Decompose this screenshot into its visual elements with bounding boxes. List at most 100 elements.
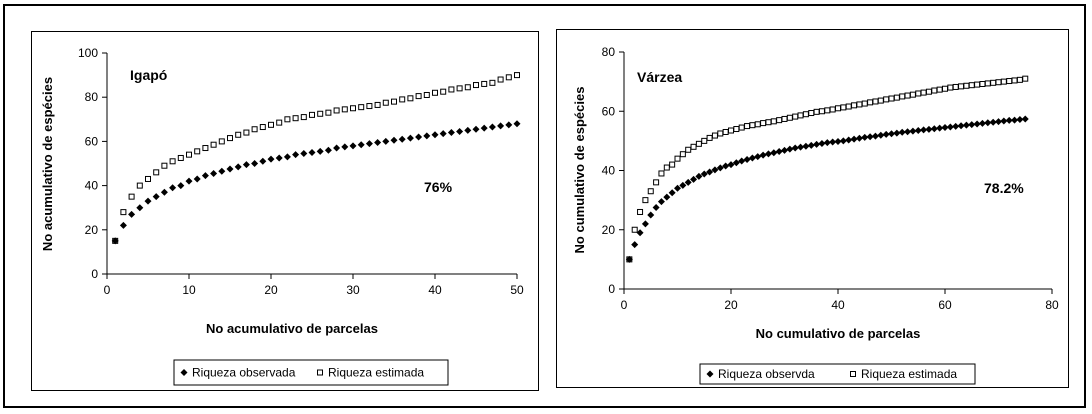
data-point <box>641 220 649 228</box>
panel-label: Várzea <box>637 69 682 85</box>
data-point <box>732 159 740 167</box>
data-point <box>161 162 168 169</box>
data-point <box>480 124 488 132</box>
data-point <box>1016 116 1024 124</box>
data-point <box>797 112 804 119</box>
legend-box <box>699 363 976 385</box>
percent-annotation: 78.2% <box>984 180 1024 196</box>
data-point <box>153 169 160 176</box>
data-point <box>391 98 397 105</box>
data-point <box>958 83 965 90</box>
data-point <box>818 140 826 148</box>
data-point <box>781 115 788 122</box>
data-point <box>968 82 975 89</box>
data-point <box>765 119 772 126</box>
data-point <box>489 79 496 86</box>
data-point <box>759 151 767 159</box>
data-point <box>925 88 932 95</box>
data-point <box>968 121 976 129</box>
data-point <box>341 106 348 113</box>
data-point <box>899 93 906 100</box>
data-point <box>775 148 783 156</box>
legend-marker <box>850 371 856 377</box>
series-observada <box>111 120 521 245</box>
data-point <box>399 96 406 103</box>
data-point <box>995 118 1002 126</box>
data-point <box>242 161 250 169</box>
data-point <box>749 122 756 129</box>
data-point <box>202 145 209 152</box>
data-point <box>1011 77 1018 84</box>
data-point <box>366 103 373 110</box>
data-point <box>893 94 900 101</box>
data-point <box>695 140 702 147</box>
data-point <box>276 119 283 126</box>
data-point <box>1000 78 1007 85</box>
data-point <box>711 132 718 139</box>
data-point <box>861 100 868 107</box>
data-point <box>942 85 948 92</box>
data-point <box>882 130 890 138</box>
data-point <box>909 91 916 98</box>
data-point <box>711 166 719 174</box>
data-point <box>227 135 233 142</box>
x-tick-label: 40 <box>831 298 845 312</box>
data-point <box>358 104 365 111</box>
data-point <box>308 148 316 156</box>
x-tick-label: 80 <box>1045 298 1059 312</box>
data-point <box>324 146 332 154</box>
data-point <box>663 193 671 201</box>
data-point <box>406 134 414 142</box>
data-point <box>652 204 660 212</box>
data-point <box>861 133 869 141</box>
data-point <box>505 121 513 129</box>
data-point <box>984 119 992 127</box>
y-axis-title: No acumulativo de espécies <box>40 77 55 251</box>
data-point <box>818 108 825 115</box>
data-point <box>292 115 299 122</box>
data-point <box>210 141 217 148</box>
y-tick-label: 0 <box>91 267 98 281</box>
data-point <box>136 204 144 212</box>
data-point <box>653 179 660 186</box>
data-point <box>251 126 258 133</box>
x-tick-label: 20 <box>724 298 738 312</box>
data-point <box>674 155 681 162</box>
data-point <box>701 137 708 144</box>
legend-box <box>173 359 449 386</box>
data-point <box>743 156 751 164</box>
data-point <box>658 170 665 177</box>
figure-frame: 0 20 40 60 80 100 0 10 20 30 40 50 No acumulativo de… <box>3 4 1086 408</box>
data-point <box>473 82 479 89</box>
data-point <box>1000 117 1008 125</box>
data-point <box>904 92 911 99</box>
data-point <box>855 134 863 142</box>
data-point <box>390 136 398 144</box>
data-point <box>186 151 192 158</box>
data-point <box>423 132 431 140</box>
data-point <box>136 182 143 189</box>
data-point <box>382 99 389 106</box>
data-point <box>802 111 809 118</box>
data-point <box>668 189 676 197</box>
y-axis-title: No cumulativo de espécies <box>572 87 587 254</box>
series-observada <box>625 115 1029 263</box>
data-point <box>888 130 895 138</box>
data-point <box>194 148 201 155</box>
data-point <box>631 241 639 249</box>
data-point <box>317 110 324 117</box>
legend: Riqueza observada Riqueza estimada <box>173 359 449 386</box>
data-point <box>267 155 275 163</box>
data-point <box>637 208 644 215</box>
data-point <box>325 109 332 116</box>
x-axis-title: No acumulativo de parcelas <box>206 321 378 336</box>
data-point <box>497 122 505 130</box>
data-point <box>513 120 521 128</box>
data-point <box>909 127 917 135</box>
data-point <box>904 128 912 136</box>
data-point <box>770 149 778 157</box>
data-point <box>829 138 837 146</box>
data-point <box>218 167 226 175</box>
data-point <box>871 132 879 140</box>
data-point <box>382 137 390 145</box>
